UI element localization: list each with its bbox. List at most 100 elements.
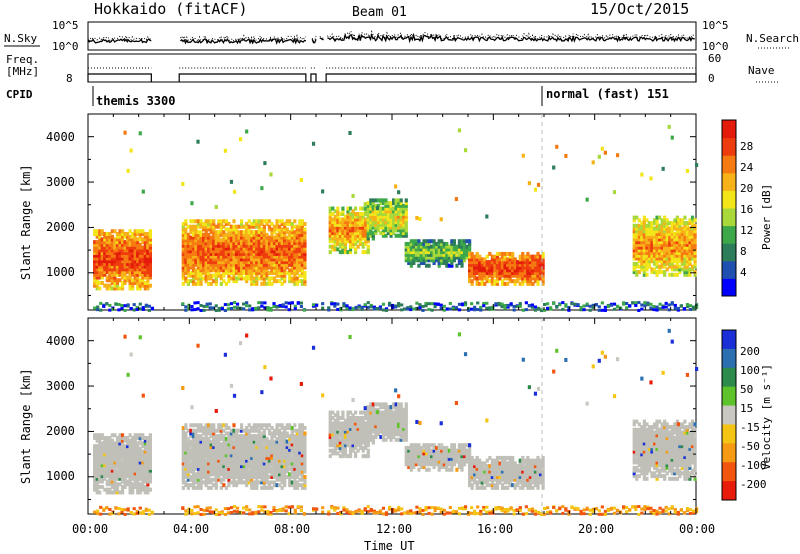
velocity-cell bbox=[143, 474, 147, 479]
power-cell bbox=[640, 240, 644, 245]
power-cell bbox=[412, 244, 416, 249]
power-cell bbox=[105, 237, 109, 242]
power-cell bbox=[478, 270, 482, 275]
velocity-cell bbox=[118, 455, 122, 460]
velocity-cell bbox=[338, 440, 342, 445]
velocity-cell bbox=[199, 483, 203, 488]
power-cell bbox=[351, 214, 355, 219]
power-cell bbox=[359, 228, 363, 233]
power-cell bbox=[265, 257, 269, 262]
velocity-cell bbox=[219, 461, 223, 466]
power-cell bbox=[110, 272, 114, 277]
velocity-cell bbox=[202, 428, 206, 433]
velocity-cell bbox=[260, 423, 264, 428]
velocity-cell bbox=[232, 428, 236, 433]
power-cell bbox=[338, 222, 342, 227]
velocity-cell bbox=[270, 447, 274, 452]
power-cell bbox=[635, 237, 639, 242]
power-cell bbox=[199, 224, 203, 229]
velocity-cell bbox=[110, 474, 114, 479]
power-cell bbox=[118, 261, 122, 266]
power-cell bbox=[204, 219, 208, 224]
velocity-cell bbox=[280, 450, 284, 455]
power-cell bbox=[402, 225, 406, 230]
velocity-cell bbox=[255, 428, 259, 433]
power-cell bbox=[120, 261, 125, 266]
power-cell bbox=[300, 251, 304, 256]
power-cell bbox=[351, 233, 355, 238]
power-cell bbox=[232, 273, 236, 278]
velocity-cell bbox=[212, 453, 216, 458]
velocity-cell bbox=[98, 435, 102, 440]
power-cell bbox=[422, 255, 426, 260]
power-cell bbox=[199, 251, 203, 256]
power-cell bbox=[267, 246, 272, 251]
velocity-cell bbox=[126, 474, 130, 479]
power-cell bbox=[417, 247, 421, 252]
power-cell bbox=[288, 230, 292, 235]
velocity-cell bbox=[338, 432, 342, 437]
velocity-cell bbox=[272, 447, 277, 452]
velocity-cell bbox=[270, 453, 274, 458]
power-cell bbox=[440, 247, 444, 252]
velocity-cell bbox=[146, 490, 150, 495]
power-cell bbox=[93, 248, 97, 253]
power-cell bbox=[283, 270, 287, 275]
search-count-line bbox=[87, 34, 152, 43]
velocity-cell bbox=[272, 458, 277, 463]
power-colorbar-segment bbox=[722, 190, 736, 209]
velocity-cell bbox=[118, 452, 122, 457]
power-cell bbox=[299, 305, 303, 309]
power-cell bbox=[508, 251, 512, 256]
power-cell bbox=[675, 267, 679, 272]
power-cell bbox=[110, 251, 114, 256]
power-cell bbox=[693, 261, 697, 266]
velocity-cell bbox=[103, 452, 107, 457]
power-cell bbox=[536, 265, 540, 270]
power-cell bbox=[250, 281, 254, 286]
power-cell bbox=[678, 226, 682, 231]
power-cell bbox=[690, 231, 695, 236]
velocity-cell bbox=[141, 460, 145, 465]
power-cell bbox=[105, 267, 109, 272]
power-cell bbox=[406, 307, 410, 311]
power-cell bbox=[120, 275, 125, 280]
power-cell bbox=[255, 219, 259, 224]
power-cell bbox=[683, 245, 687, 250]
velocity-cell bbox=[288, 466, 292, 471]
velocity-cell bbox=[237, 428, 241, 433]
velocity-cell bbox=[108, 482, 112, 487]
power-cell bbox=[635, 242, 639, 247]
velocity-cell bbox=[186, 445, 190, 450]
velocity-cell bbox=[181, 434, 185, 439]
velocity-cell bbox=[115, 446, 120, 451]
velocity-cell bbox=[232, 480, 236, 485]
power-cell bbox=[379, 217, 383, 222]
power-cell bbox=[523, 270, 527, 275]
power-cell bbox=[118, 245, 122, 250]
velocity-cell bbox=[247, 477, 251, 482]
velocity-cell bbox=[133, 463, 137, 468]
velocity-cell bbox=[131, 468, 135, 473]
power-cell bbox=[386, 220, 391, 225]
velocity-cell bbox=[214, 450, 218, 455]
velocity-cell bbox=[265, 477, 269, 482]
velocity-cell bbox=[126, 463, 130, 468]
power-cell bbox=[536, 262, 540, 267]
power-cell bbox=[138, 231, 142, 236]
velocity-cell bbox=[265, 442, 269, 447]
velocity-cell bbox=[214, 483, 218, 488]
velocity-cell bbox=[131, 463, 135, 468]
power-cell bbox=[118, 234, 122, 239]
velocity-cell bbox=[115, 438, 120, 443]
velocity-cell bbox=[212, 483, 216, 488]
power-cell bbox=[632, 223, 636, 228]
velocity-cell bbox=[113, 487, 117, 492]
power-cell bbox=[675, 256, 679, 261]
velocity-cell bbox=[272, 469, 277, 474]
velocity-cell bbox=[232, 472, 236, 477]
velocity-cell bbox=[207, 428, 211, 433]
power-cell bbox=[440, 244, 444, 249]
power-cell bbox=[224, 251, 228, 256]
velocity-cell bbox=[126, 468, 130, 473]
